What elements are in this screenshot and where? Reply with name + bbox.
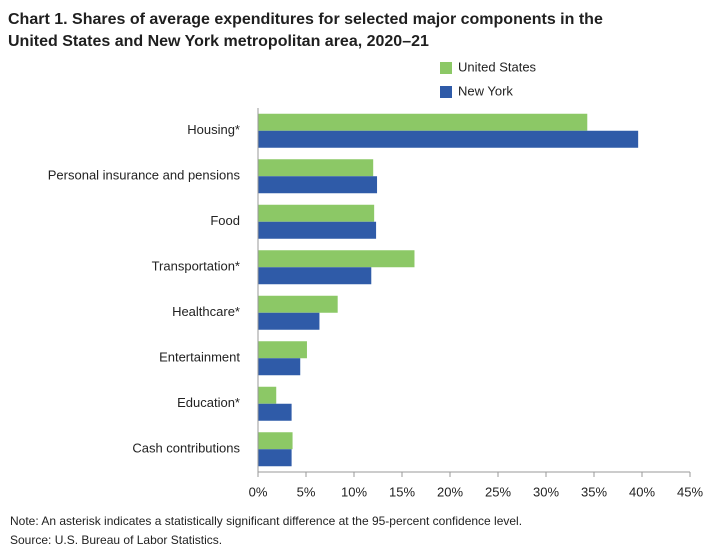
chart-title: United States and New York metropolitan … <box>8 33 429 50</box>
x-tick-label: 30% <box>533 484 559 499</box>
bar <box>258 312 320 330</box>
bar <box>258 113 588 131</box>
y-tick-label: Food <box>210 213 240 228</box>
bar <box>258 386 277 404</box>
y-tick-label: Personal insurance and pensions <box>48 168 241 183</box>
bar <box>258 250 415 268</box>
x-tick-label: 5% <box>297 484 316 499</box>
x-tick-label: 20% <box>437 484 463 499</box>
bar <box>258 341 307 359</box>
bar <box>258 295 338 313</box>
bar <box>258 159 374 177</box>
x-tick-label: 40% <box>629 484 655 499</box>
y-tick-label: Transportation* <box>152 259 240 274</box>
y-tick-label: Housing* <box>187 122 240 137</box>
bar <box>258 449 292 467</box>
source: Source: U.S. Bureau of Labor Statistics. <box>10 533 222 547</box>
x-tick-label: 10% <box>341 484 367 499</box>
bar <box>258 204 375 222</box>
bar <box>258 130 639 148</box>
bar <box>258 403 292 421</box>
y-tick-label: Entertainment <box>159 350 240 365</box>
y-tick-label: Cash contributions <box>132 441 240 456</box>
x-tick-label: 0% <box>249 484 268 499</box>
x-tick-label: 15% <box>389 484 415 499</box>
bar <box>258 267 372 285</box>
y-tick-label: Healthcare* <box>172 304 240 319</box>
x-tick-label: 25% <box>485 484 511 499</box>
x-tick-label: 35% <box>581 484 607 499</box>
legend-label: New York <box>458 83 513 98</box>
y-tick-label: Education* <box>177 395 240 410</box>
bar <box>258 432 293 450</box>
legend-swatch <box>440 86 452 98</box>
chart-title: Chart 1. Shares of average expenditures … <box>8 11 603 28</box>
bar <box>258 176 378 194</box>
bar <box>258 221 377 239</box>
x-tick-label: 45% <box>677 484 703 499</box>
note: Note: An asterisk indicates a statistica… <box>10 514 522 528</box>
legend-label: United States <box>458 59 537 74</box>
bar <box>258 358 301 376</box>
legend-swatch <box>440 62 452 74</box>
